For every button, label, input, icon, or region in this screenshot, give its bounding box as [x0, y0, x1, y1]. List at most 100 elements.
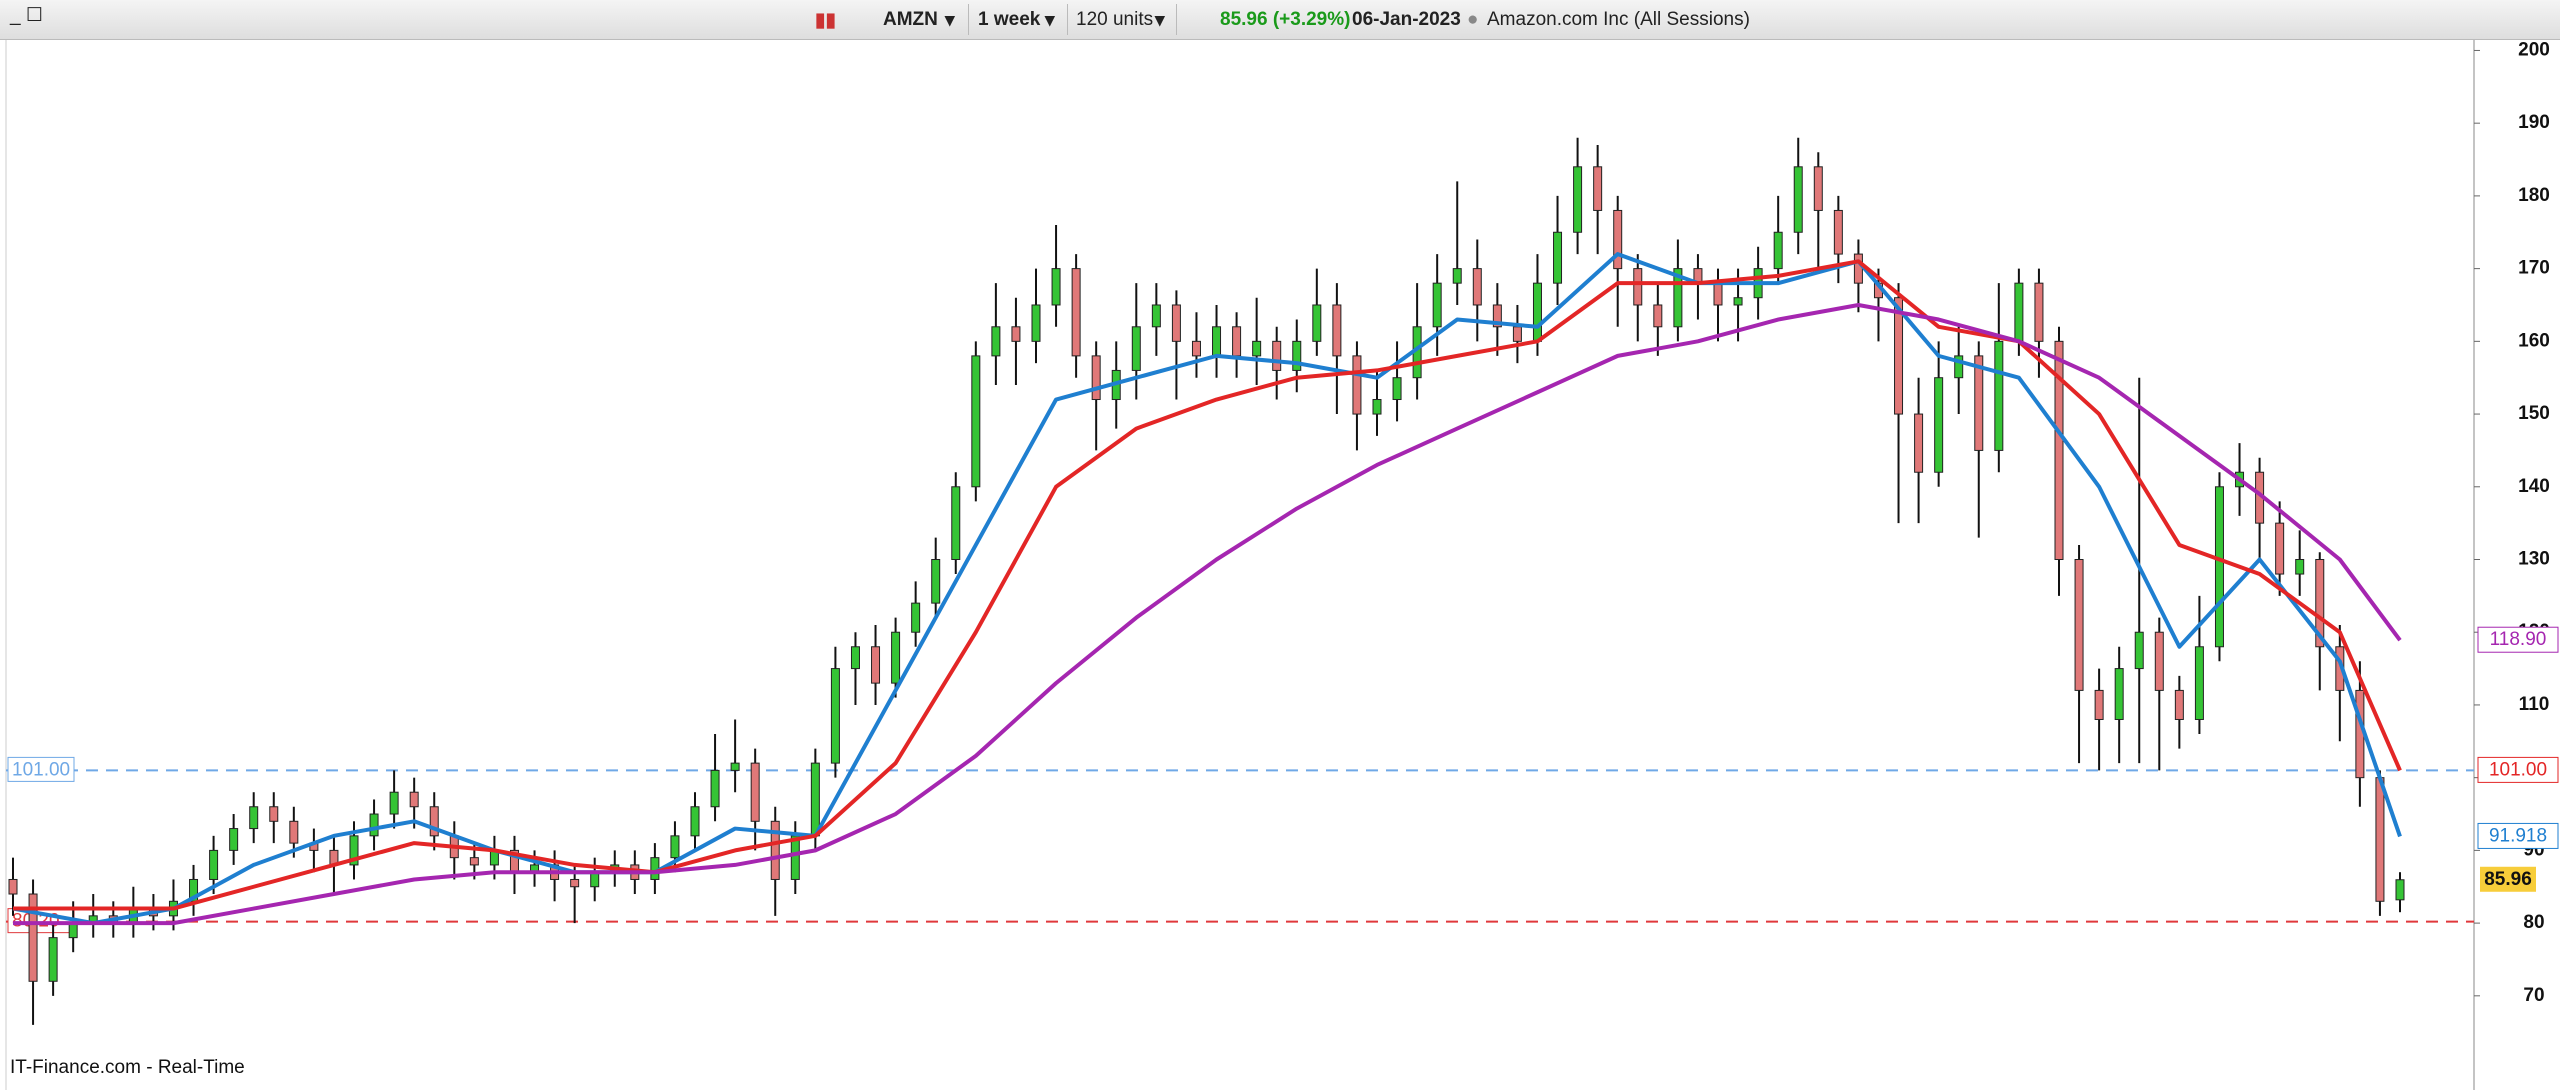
- candle-body: [1212, 326, 1222, 357]
- candle-body: [1252, 340, 1262, 357]
- candle-body: [2275, 522, 2285, 575]
- y-tick-label: 180: [2518, 185, 2550, 206]
- ma-label: 118.90: [2490, 629, 2547, 650]
- moving-average: [13, 302, 2402, 926]
- window-icons[interactable]: _ ☐: [10, 5, 43, 26]
- y-tick-label: 190: [2518, 112, 2550, 133]
- candle-body: [1292, 340, 1302, 371]
- status-dot: ●: [1467, 9, 1479, 30]
- candle-body: [229, 828, 239, 851]
- candle-body: [2355, 689, 2365, 779]
- candle-body: [1653, 304, 1663, 328]
- dropdown[interactable]: ▾: [1155, 10, 1165, 31]
- candle-body: [1773, 231, 1783, 270]
- candle-body: [1392, 377, 1402, 401]
- candle-body: [991, 326, 1001, 357]
- candle-body: [1512, 326, 1522, 342]
- candle-body: [1833, 209, 1843, 255]
- candle-body: [1633, 268, 1643, 306]
- candle-body: [1713, 282, 1723, 306]
- candle-body: [349, 835, 359, 866]
- y-tick-label: 140: [2518, 476, 2550, 497]
- candle-body: [1492, 304, 1502, 328]
- candle-body: [931, 559, 941, 604]
- candle-body: [810, 762, 820, 837]
- units[interactable]: 120 units: [1076, 9, 1154, 30]
- separator: [1067, 4, 1068, 35]
- dropdown[interactable]: ▾: [1045, 10, 1055, 31]
- candle-body: [1051, 268, 1061, 306]
- candle-body: [2315, 559, 2325, 648]
- candle-body: [750, 762, 760, 822]
- y-tick-label: 110: [2519, 694, 2550, 715]
- price-label: 85.96: [2484, 869, 2532, 890]
- candle-body: [1472, 268, 1482, 306]
- candle-body: [2214, 486, 2224, 648]
- y-tick-label: 130: [2518, 549, 2550, 570]
- candle-body: [48, 937, 58, 982]
- candle-body: [1934, 377, 1944, 473]
- candle-body: [1994, 340, 2004, 451]
- candle-body: [209, 849, 219, 880]
- ma-label-box: [2477, 822, 2559, 849]
- candle-body: [1733, 297, 1743, 306]
- candle-body: [1312, 304, 1322, 342]
- symbol[interactable]: AMZN: [883, 9, 938, 30]
- quote-date: 06-Jan-2023: [1352, 9, 1461, 30]
- candle-body: [2295, 559, 2305, 575]
- candle-body: [911, 602, 921, 633]
- candle-body: [710, 769, 720, 808]
- candle-body: [1372, 399, 1382, 415]
- chart-type-icon[interactable]: ▮▮: [815, 10, 836, 31]
- candle-body: [1813, 166, 1823, 211]
- dropdown[interactable]: ▾: [945, 10, 955, 31]
- candle-body: [690, 806, 700, 837]
- candle-body: [8, 878, 18, 895]
- ma-label-box: [2477, 626, 2559, 653]
- candle-body: [1954, 355, 1964, 379]
- y-tick-label: 160: [2518, 330, 2550, 351]
- candle-body: [2194, 646, 2204, 720]
- candle-body: [2094, 689, 2104, 720]
- candle-body: [871, 646, 881, 684]
- candle-body: [1191, 340, 1201, 357]
- candle-body: [2174, 689, 2184, 720]
- candle-body: [2375, 777, 2385, 902]
- candle-body: [850, 646, 860, 670]
- footer: IT-Finance.com - Real-Time: [10, 1057, 245, 1078]
- y-tick-label: 70: [2523, 985, 2544, 1006]
- moving-average: [12, 252, 2402, 926]
- candle-body: [1532, 282, 1542, 342]
- candle-body: [951, 486, 961, 561]
- separator: [1176, 4, 1177, 35]
- candle-body: [1272, 340, 1282, 371]
- candle-body: [1593, 166, 1603, 211]
- level-label: 101.00: [12, 759, 70, 780]
- period[interactable]: 1 week: [978, 9, 1041, 30]
- candle-body: [670, 835, 680, 859]
- candle-body: [289, 820, 299, 844]
- candle-body: [1011, 326, 1021, 342]
- candle-body: [1131, 326, 1141, 371]
- ma-label: 101.00: [2489, 759, 2547, 780]
- ma-label: 91.918: [2489, 825, 2547, 846]
- price-box: [2480, 866, 2536, 892]
- candle-body: [1613, 209, 1623, 270]
- candle-body: [1573, 166, 1583, 233]
- ma-label-box: [2477, 756, 2559, 783]
- candle-body: [429, 806, 439, 837]
- candle-body: [2054, 340, 2064, 560]
- candle-body: [971, 355, 981, 488]
- candle-body: [249, 806, 259, 830]
- candle-body: [2074, 559, 2084, 691]
- candle-body: [369, 813, 379, 837]
- candle-body: [2114, 668, 2124, 720]
- candle-body: [2014, 282, 2024, 342]
- candle-body: [2034, 282, 2044, 342]
- candle-body: [590, 871, 600, 888]
- candle-body: [1914, 413, 1924, 473]
- candle-body: [28, 893, 38, 982]
- candle-body: [1171, 304, 1181, 342]
